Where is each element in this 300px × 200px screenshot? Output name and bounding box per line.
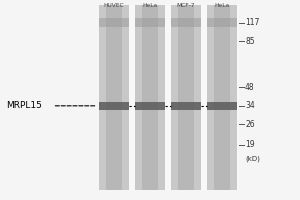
Bar [207, 5, 237, 190]
Bar [214, 5, 230, 190]
Bar [135, 5, 165, 190]
Bar [99, 5, 238, 190]
Bar [135, 18, 165, 27]
Text: 85: 85 [245, 37, 255, 46]
Bar [171, 5, 201, 190]
Text: 34: 34 [245, 101, 255, 110]
Bar [207, 102, 237, 110]
Text: HeLa: HeLa [142, 3, 158, 8]
Text: HeLa: HeLa [214, 3, 230, 8]
Text: 26: 26 [245, 120, 255, 129]
Bar [178, 5, 194, 190]
Text: MRPL15: MRPL15 [6, 101, 42, 110]
Bar [99, 102, 129, 110]
Bar [99, 5, 129, 190]
Bar [171, 102, 201, 110]
Bar [207, 18, 237, 27]
Bar [142, 5, 158, 190]
Text: (kD): (kD) [245, 156, 260, 162]
Bar [171, 18, 201, 27]
Text: HUVEC: HUVEC [104, 3, 124, 8]
Bar [106, 5, 122, 190]
Text: 117: 117 [245, 18, 260, 27]
Bar [99, 18, 129, 27]
Text: 48: 48 [245, 83, 255, 92]
Text: 19: 19 [245, 140, 255, 149]
Bar [135, 102, 165, 110]
Text: MCF-7: MCF-7 [177, 3, 195, 8]
